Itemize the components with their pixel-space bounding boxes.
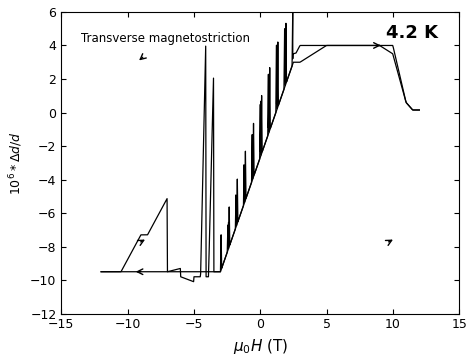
Y-axis label: $10^6 * \Delta d/d$: $10^6 * \Delta d/d$ <box>7 131 25 195</box>
X-axis label: $\mu_0 H$ (T): $\mu_0 H$ (T) <box>233 337 288 356</box>
Text: 4.2 K: 4.2 K <box>386 24 438 42</box>
Text: Transverse magnetostriction: Transverse magnetostriction <box>81 32 250 45</box>
